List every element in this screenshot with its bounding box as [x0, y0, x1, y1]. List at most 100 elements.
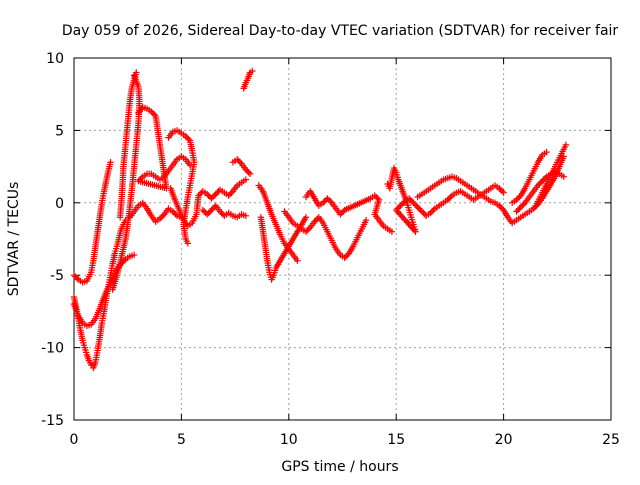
data-point: [107, 159, 114, 166]
data-point: [418, 208, 426, 215]
data-point: [420, 209, 427, 217]
data-point: [73, 274, 81, 282]
data-point: [249, 67, 256, 75]
data-point: [158, 214, 165, 221]
axis-ticks: 0 5 10 15 20 25 -15 -10 -5 0 5 10: [41, 51, 620, 448]
data-point: [516, 193, 523, 201]
data-point: [445, 195, 453, 202]
y-axis-label: SDTVAR / TECUs: [6, 182, 22, 297]
data-point: [242, 212, 250, 220]
data-point: [245, 169, 252, 176]
data-point: [498, 205, 506, 212]
data-point: [218, 209, 225, 217]
data-point: [372, 193, 380, 201]
x-tick-label: 15: [387, 432, 405, 448]
data-point: [400, 199, 407, 206]
data-point: [70, 272, 78, 279]
plot-frame: [73, 57, 612, 421]
data-point: [211, 192, 218, 199]
data-point: [205, 209, 212, 217]
data-point: [428, 208, 436, 215]
data-point: [120, 257, 128, 264]
data-point: [148, 108, 155, 115]
data-point: [226, 190, 234, 198]
y-tick-label: 10: [46, 51, 64, 67]
data-point: [413, 202, 420, 209]
y-tick-label: 5: [55, 123, 64, 139]
data-point: [543, 148, 550, 156]
x-tick-label: 25: [602, 432, 620, 448]
data-point: [496, 185, 503, 192]
data-point: [325, 196, 333, 204]
data-point: [244, 167, 251, 175]
data-point: [514, 206, 522, 214]
data-point: [159, 212, 166, 220]
data-point: [208, 195, 215, 202]
data-point: [539, 177, 546, 185]
data-point: [516, 205, 523, 212]
data-point: [560, 173, 567, 180]
data-point: [497, 203, 504, 211]
data-point: [138, 174, 145, 182]
data-point: [562, 141, 570, 149]
data-point: [149, 109, 156, 117]
data-point: [537, 179, 545, 186]
data-point: [72, 273, 79, 280]
x-tick-label: 5: [177, 432, 186, 448]
data-point: [497, 186, 504, 193]
data-point: [246, 170, 254, 178]
data-point: [302, 228, 310, 235]
data-point: [398, 201, 406, 208]
data-point: [319, 199, 327, 206]
data-point: [374, 195, 381, 202]
data-point: [340, 208, 347, 215]
data-point: [341, 254, 348, 262]
data-point: [342, 253, 350, 260]
data-point: [371, 192, 378, 199]
data-point: [362, 216, 370, 224]
data-point: [500, 189, 507, 196]
data-point: [196, 190, 204, 198]
data-point: [444, 196, 451, 204]
y-tick-label: 0: [55, 196, 64, 212]
data-point: [150, 111, 158, 118]
data-point: [447, 193, 454, 201]
data-point: [203, 190, 211, 198]
data-point: [136, 176, 144, 183]
data-point: [228, 189, 235, 196]
data-point: [430, 206, 437, 214]
data-point: [201, 208, 208, 215]
data-point: [216, 208, 224, 215]
data-point: [116, 214, 124, 221]
data-point: [397, 202, 404, 209]
data-point: [327, 198, 334, 205]
data-point: [388, 228, 396, 235]
data-point: [199, 206, 207, 214]
data-point: [410, 199, 417, 206]
x-tick-label: 10: [280, 432, 298, 448]
data-point: [305, 225, 313, 233]
data-point: [205, 192, 212, 199]
data-point: [395, 203, 403, 211]
data-point: [312, 216, 320, 224]
data-point: [513, 208, 520, 215]
data-point: [519, 202, 526, 209]
grid: [74, 58, 611, 420]
data-point: [209, 205, 217, 212]
data-point: [427, 209, 434, 217]
chart-title: Day 059 of 2026, Sidereal Day-to-day VTE…: [62, 23, 619, 39]
data-point: [169, 208, 177, 215]
data-point: [411, 201, 419, 208]
data-point: [324, 195, 331, 202]
data-point: [405, 195, 413, 202]
data-point: [541, 174, 549, 182]
data-point: [496, 202, 503, 209]
data-point: [225, 192, 232, 199]
data-point: [417, 206, 424, 214]
data-point: [135, 177, 142, 185]
data-point: [235, 157, 242, 165]
data-point: [236, 159, 244, 166]
data-point: [311, 218, 318, 225]
